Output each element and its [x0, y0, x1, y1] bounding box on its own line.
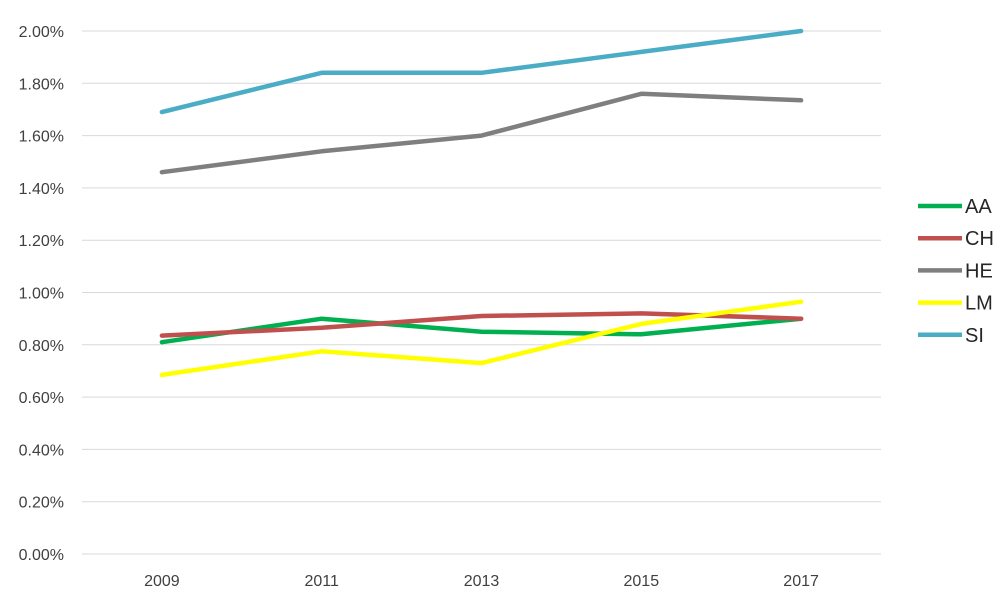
y-tick-label: 1.40% — [19, 181, 64, 198]
legend-item-si: SI — [918, 325, 984, 347]
legend-item-ch: CH — [918, 228, 994, 250]
series-lines — [159, 28, 804, 378]
y-tick-label: 0.20% — [19, 495, 64, 512]
legend-label: SI — [965, 325, 984, 347]
x-tick-label: 2017 — [783, 573, 819, 590]
gridlines — [82, 30, 881, 555]
y-axis-tick-labels: 0.00% 0.20% 0.40% 0.60% 0.80% 1.00% 1.20% 1.40%… — [19, 24, 64, 564]
legend: AA CH HE LM SI — [918, 196, 994, 347]
legend-label: HE — [965, 260, 993, 282]
x-tick-label: 2009 — [144, 573, 180, 590]
legend-item-aa: AA — [918, 196, 992, 218]
series-line-aa — [159, 316, 804, 345]
y-tick-label: 0.00% — [19, 547, 64, 564]
y-tick-label: 1.00% — [19, 286, 64, 303]
x-tick-label: 2013 — [464, 573, 500, 590]
series-line-si — [159, 28, 804, 115]
legend-label: LM — [965, 293, 993, 315]
y-tick-label: 1.80% — [19, 76, 64, 93]
x-tick-label: 2011 — [304, 573, 339, 590]
x-tick-label: 2015 — [624, 573, 660, 590]
y-tick-label: 0.60% — [19, 390, 64, 407]
y-tick-label: 0.80% — [19, 338, 64, 355]
y-tick-label: 2.00% — [19, 24, 64, 41]
series-line-he — [159, 91, 804, 175]
legend-label: CH — [965, 228, 994, 250]
legend-item-he: HE — [918, 260, 993, 282]
legend-item-lm: LM — [918, 293, 993, 315]
legend-label: AA — [965, 196, 992, 218]
y-tick-label: 1.20% — [19, 233, 64, 250]
y-tick-label: 1.60% — [19, 129, 64, 146]
y-tick-label: 0.40% — [19, 442, 64, 459]
series-line-lm — [159, 299, 804, 378]
x-axis-tick-labels: 2009 2011 2013 2015 2017 — [144, 573, 819, 590]
